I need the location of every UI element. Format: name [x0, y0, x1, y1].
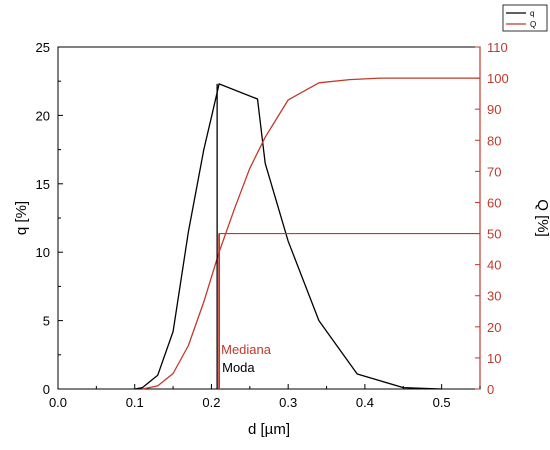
- y-right-tick-label: 10: [487, 351, 501, 366]
- y-right-tick-label: 0: [487, 382, 494, 397]
- median-label: Mediana: [221, 342, 272, 357]
- x-tick-label: 0.5: [433, 395, 451, 410]
- y-left-tick-label: 20: [36, 108, 50, 123]
- x-tick-label: 0.1: [126, 395, 144, 410]
- y-right-tick-label: 30: [487, 289, 501, 304]
- y-right-tick-label: 70: [487, 164, 501, 179]
- y-right-tick-label: 60: [487, 195, 501, 210]
- legend: qQ: [502, 4, 548, 32]
- series-line-Q: [142, 77, 480, 390]
- y-right-tick-label: 20: [487, 320, 501, 335]
- y-left-tick-label: 10: [36, 245, 50, 260]
- series-line-q: [134, 83, 442, 390]
- y-left-axis-title: q [%]: [13, 201, 30, 235]
- legend-label-q: q: [530, 9, 534, 18]
- x-axis-title: d [µm]: [248, 421, 290, 438]
- y-left-tick-label: 15: [36, 177, 50, 192]
- y-left-tick-label: 5: [43, 314, 50, 329]
- y-right-axis-title: Q [%]: [534, 199, 550, 237]
- y-right-tick-label: 50: [487, 227, 501, 242]
- y-left-tick-label: 0: [43, 382, 50, 397]
- x-tick-label: 0.0: [49, 395, 67, 410]
- x-tick-label: 0.3: [279, 395, 297, 410]
- y-right-tick-label: 110: [487, 40, 508, 55]
- x-tick-label: 0.4: [356, 395, 374, 410]
- legend-label-Q: Q: [530, 20, 536, 29]
- y-right-tick-label: 80: [487, 133, 501, 148]
- y-right-tick-label: 40: [487, 258, 501, 273]
- legend-box: [502, 4, 548, 32]
- y-left-tick-label: 25: [36, 40, 50, 55]
- y-right-tick-label: 100: [487, 71, 509, 86]
- y-right-tick-label: 90: [487, 102, 501, 117]
- plot-frame: [57, 46, 481, 390]
- mode-label: Moda: [222, 360, 255, 375]
- plot-area: 0.0 0.1 0.2 0.3 0.4 0.5 0 5 10 15 20 25 0 10 20 30 40 50 6…: [13, 40, 550, 438]
- x-tick-label: 0.2: [202, 395, 220, 410]
